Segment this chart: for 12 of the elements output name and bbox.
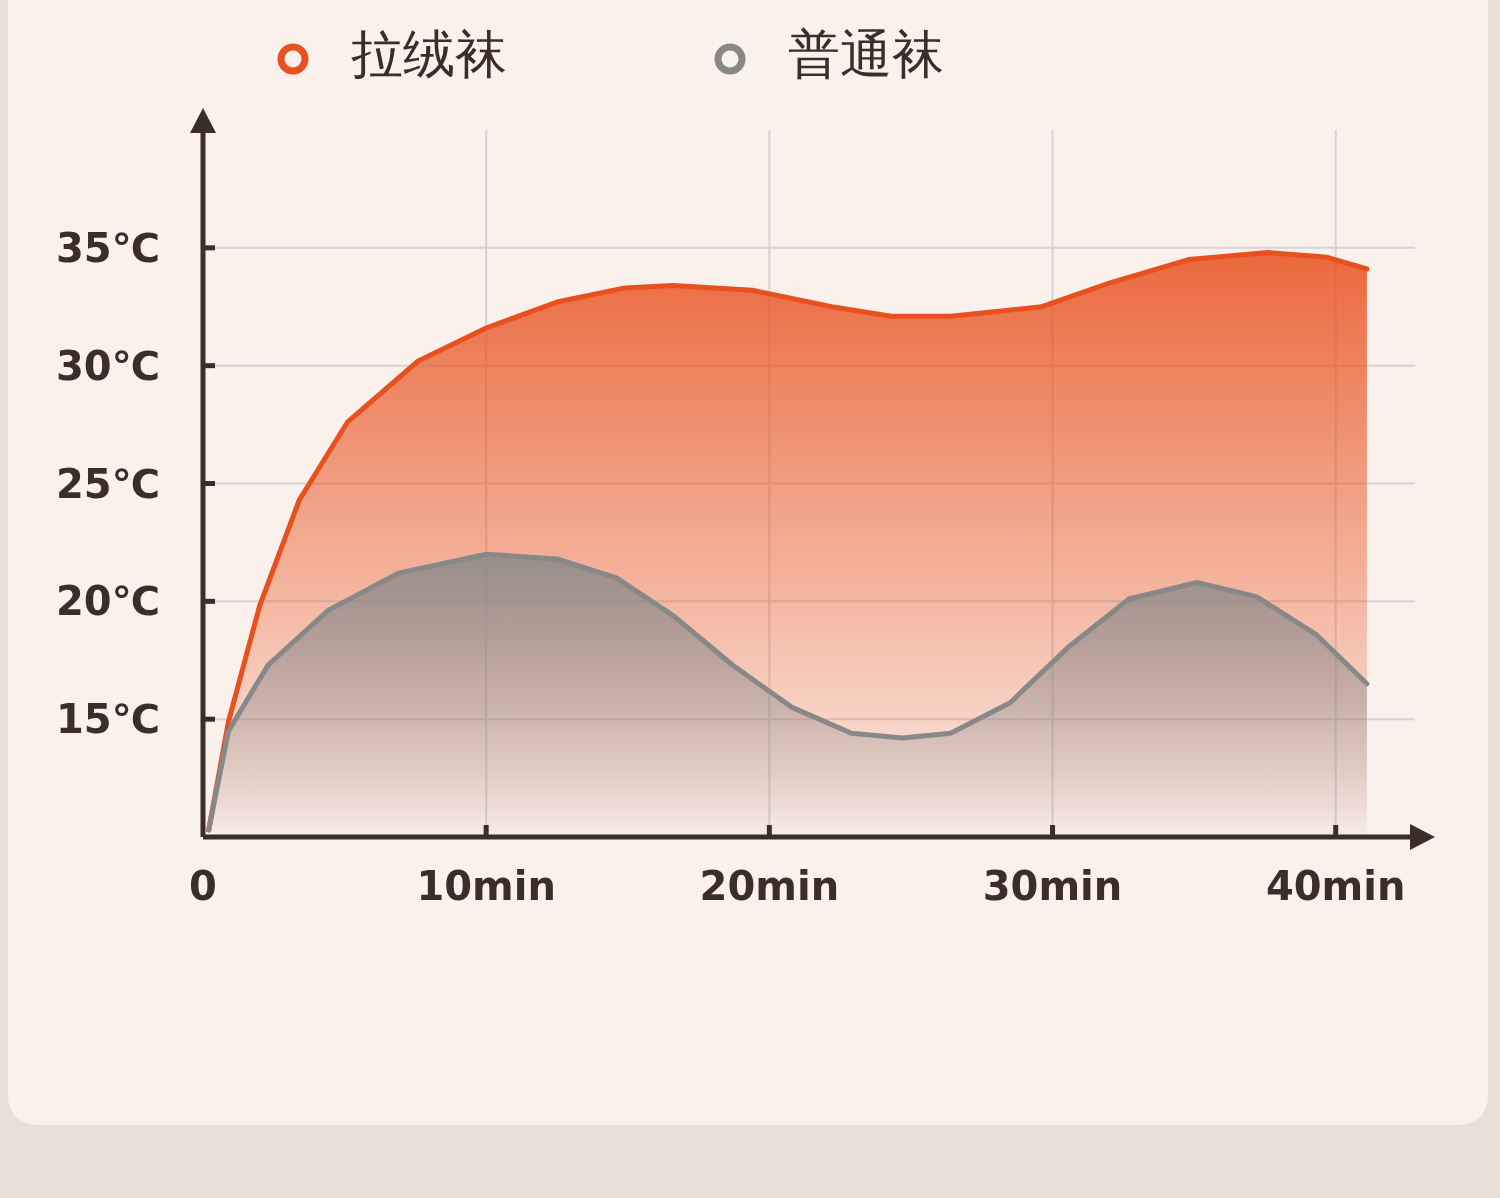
legend-label: 普通袜 [788,24,944,84]
x-tick-label: 20min [699,863,840,909]
legend-label: 拉绒袜 [351,24,507,84]
y-tick-label: 20℃ [55,578,160,625]
x-tick-label: 0 [189,863,217,909]
x-tick-label: 40min [1265,863,1406,909]
x-tick-label: 30min [982,863,1123,909]
x-tick-label: 10min [416,863,556,909]
y-tick-label: 30℃ [55,342,160,389]
y-tick-label: 15℃ [55,696,160,743]
y-tick-label: 25℃ [55,460,160,507]
y-tick-label: 35℃ [55,224,160,271]
